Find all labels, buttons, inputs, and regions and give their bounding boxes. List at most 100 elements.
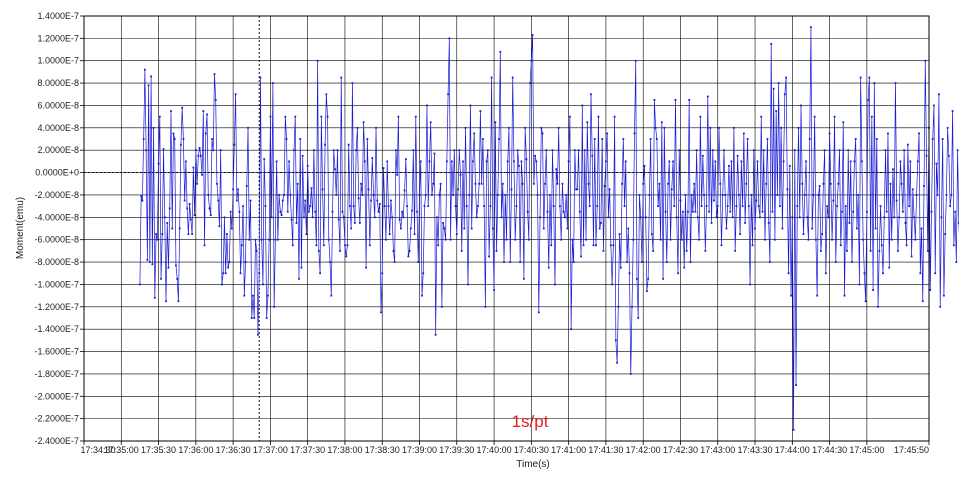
data-point (423, 205, 426, 208)
x-tick-label: 17:34:30 (80, 445, 115, 455)
data-point (908, 205, 911, 208)
x-tick-label: 17:42:30 (663, 445, 698, 455)
data-point (888, 266, 891, 269)
data-point (539, 216, 541, 219)
y-tick-label: 4.0000E-8 (37, 123, 79, 133)
data-point (832, 199, 835, 202)
data-point (147, 84, 150, 87)
data-point (619, 266, 622, 269)
data-point (957, 222, 959, 224)
data-point (642, 182, 645, 185)
data-point (591, 154, 594, 157)
data-point (703, 194, 705, 196)
data-point (699, 115, 702, 118)
data-point (716, 205, 719, 208)
data-point (148, 261, 151, 263)
x-tick-label: 17:36:00 (178, 445, 213, 455)
data-point (862, 238, 865, 241)
data-point (339, 249, 341, 252)
data-point (351, 82, 354, 85)
data-point (890, 238, 893, 241)
data-point (647, 277, 650, 280)
data-point (436, 216, 438, 219)
data-point (219, 149, 222, 152)
data-point (504, 194, 507, 196)
data-point (741, 205, 744, 208)
data-point (217, 199, 220, 202)
data-point (455, 233, 458, 235)
data-point (457, 188, 459, 191)
data-point (360, 182, 363, 185)
y-tick-label: 1.2000E-7 (37, 33, 79, 43)
data-point (395, 149, 397, 152)
data-point (196, 182, 198, 185)
data-point (354, 222, 356, 224)
data-point (555, 168, 558, 171)
data-point (279, 210, 282, 213)
data-point (817, 194, 820, 196)
data-point (765, 182, 768, 185)
data-point (592, 244, 595, 247)
data-point (202, 110, 205, 112)
y-tick-label: -1.4000E-7 (34, 324, 79, 334)
data-point (930, 210, 933, 213)
data-point (235, 199, 238, 202)
data-point (956, 149, 959, 152)
data-point (183, 199, 186, 202)
data-point (935, 162, 938, 165)
data-point (833, 115, 836, 118)
data-point (552, 205, 555, 208)
data-point (803, 194, 806, 196)
data-point (843, 294, 846, 297)
data-point (665, 261, 668, 263)
data-point (495, 249, 498, 252)
data-point (531, 34, 534, 36)
data-point (810, 26, 812, 29)
data-point (816, 294, 819, 297)
data-point (208, 207, 211, 210)
data-point (657, 205, 659, 208)
data-point (536, 194, 539, 196)
data-point (249, 199, 252, 202)
y-tick-label: 6.0000E-8 (37, 100, 79, 110)
data-point (853, 160, 856, 163)
data-point (731, 216, 734, 219)
x-tick-label: 17:37:30 (290, 445, 325, 455)
data-point (863, 272, 866, 275)
data-point (936, 194, 939, 196)
data-point (469, 104, 472, 107)
data-point (934, 272, 937, 275)
data-point (648, 194, 651, 196)
x-tick-label: 17:37:00 (253, 445, 288, 455)
data-point (826, 205, 828, 208)
data-point (371, 157, 374, 159)
y-tick-label: 0.0000E+0 (35, 168, 79, 178)
data-point (340, 76, 343, 79)
data-point (778, 205, 781, 208)
y-tick-label: -1.6000E-7 (34, 347, 79, 357)
data-point (923, 185, 925, 187)
data-point (329, 261, 331, 263)
data-point (377, 210, 380, 213)
data-point (560, 238, 563, 241)
data-point (811, 227, 814, 230)
data-point (414, 115, 417, 118)
data-point (659, 238, 662, 241)
data-point (146, 258, 149, 261)
data-point (380, 311, 382, 314)
data-point (285, 138, 288, 140)
data-point (660, 121, 663, 124)
data-point (151, 263, 154, 266)
data-point (663, 126, 666, 129)
x-tick-label: 17:35:00 (104, 445, 139, 455)
y-tick-label: 8.0000E-8 (37, 78, 79, 88)
data-point (499, 50, 502, 53)
data-point (634, 59, 637, 62)
data-point (687, 210, 689, 213)
data-point (755, 199, 758, 202)
data-point (883, 216, 886, 219)
data-point (445, 160, 448, 163)
data-point (424, 194, 427, 196)
data-point (598, 227, 601, 230)
data-point (142, 138, 145, 140)
